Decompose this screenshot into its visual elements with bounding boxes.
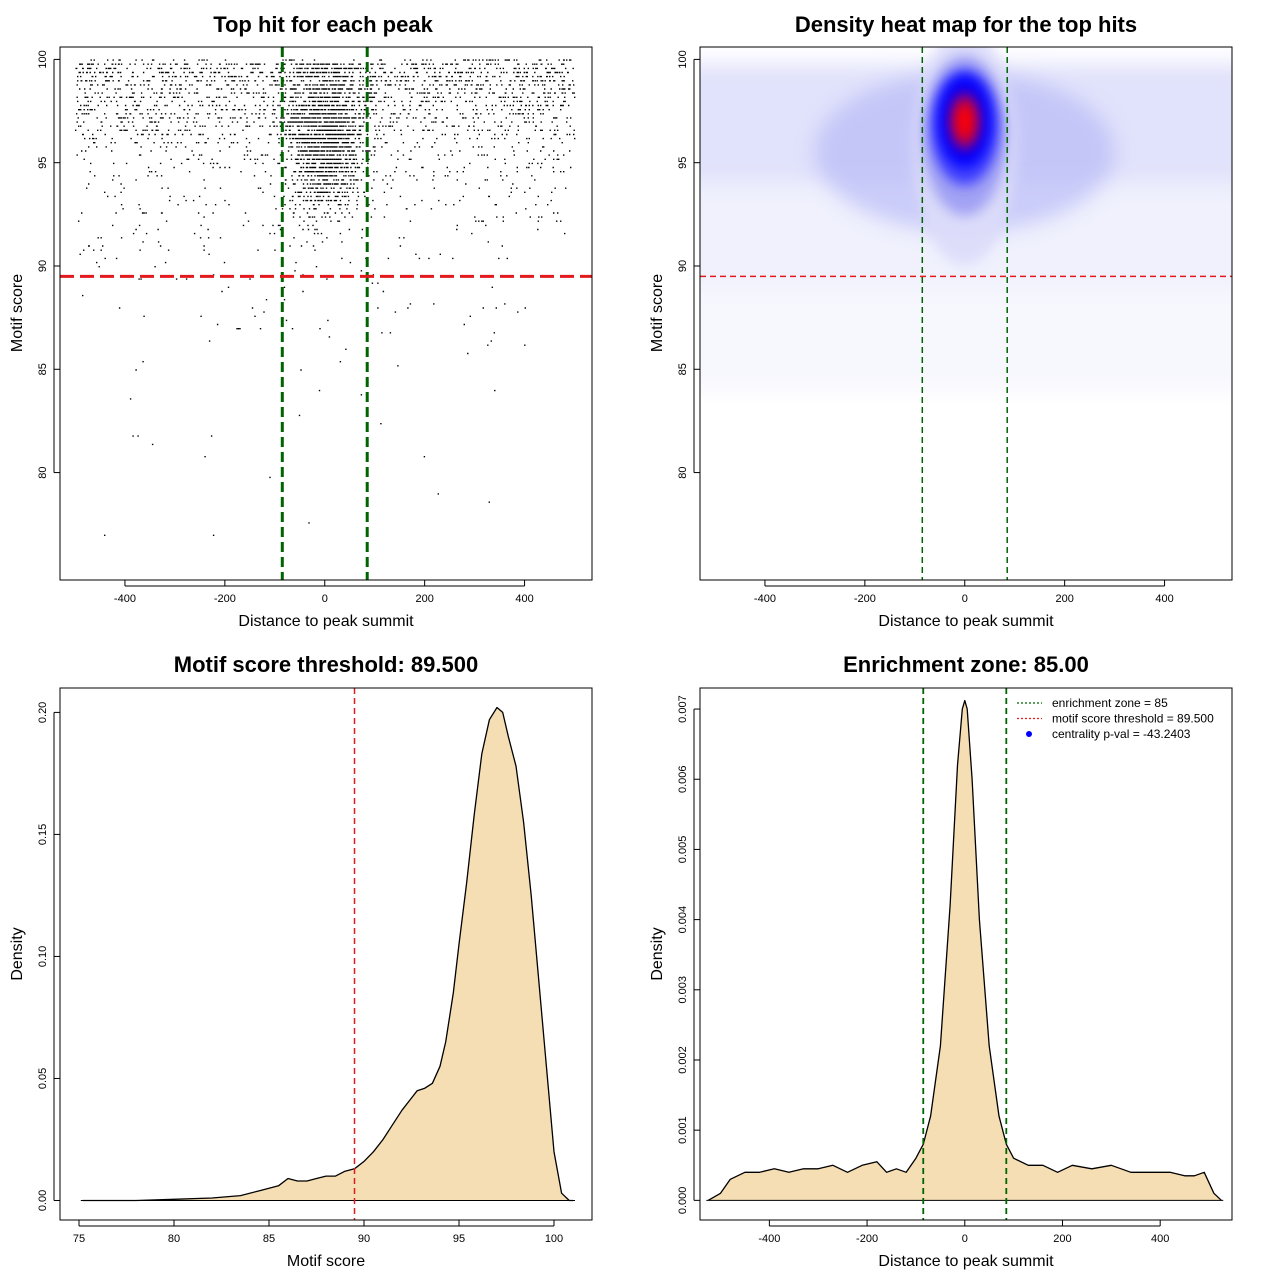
y-tick-label: 0.05	[37, 1068, 49, 1089]
y-tick-label: 0.001	[677, 1116, 689, 1144]
x-tick-label: 85	[263, 1233, 275, 1245]
legend-marker	[1026, 731, 1032, 737]
x-tick-label: -400	[114, 593, 136, 605]
plot-frame	[699, 687, 1233, 1221]
y-tick-label: 0.007	[677, 695, 689, 723]
y-tick-label: 0.000	[677, 1187, 689, 1215]
legend-item: enrichment zone = 85	[1017, 696, 1168, 710]
y-tick-label: 0.10	[37, 946, 49, 967]
x-tick-label: 80	[168, 1233, 180, 1245]
score-density-panel: Motif score threshold: 89.500 75 80 85 90 95…	[9, 652, 593, 1270]
y-axis: 0.000 0.001 0.002 0.003 0.004 0.005 0.006 0.007	[677, 695, 700, 1214]
y-axis-label: Motif score	[649, 274, 666, 352]
y-tick-label: 0.00	[37, 1190, 49, 1211]
y-tick-label: 80	[677, 466, 689, 478]
plot-frame	[699, 46, 1233, 581]
x-tick-label: 0	[962, 1233, 968, 1245]
chart-title: Density heat map for the top hits	[795, 12, 1137, 37]
legend-label: enrichment zone = 85	[1052, 696, 1168, 710]
y-tick-label: 0.004	[677, 906, 689, 934]
x-axis: -400 -200 0 200 400	[754, 580, 1174, 605]
y-tick-label: 90	[677, 260, 689, 272]
x-tick-label: 90	[358, 1233, 370, 1245]
y-tick-label: 100	[37, 50, 49, 68]
data-point	[75, 59, 576, 537]
scatter-panel: Top hit for each peak -400 -200 0 200 400 80…	[9, 12, 593, 630]
y-tick-label: 80	[37, 466, 49, 478]
chart-title: Enrichment zone: 85.00	[843, 652, 1089, 677]
density-fill	[708, 700, 1222, 1201]
density-curve	[82, 706, 573, 1202]
y-tick-label: 95	[37, 157, 49, 169]
heatmap-panel: Density heat map for the top hits -400 -2…	[649, 12, 1233, 630]
x-tick-label: 0	[962, 593, 968, 605]
distance-density-panel: Enrichment zone: 85.00 -400 -200 0 200 400 0…	[649, 652, 1233, 1270]
density-peak	[912, 47, 1017, 266]
x-axis-label: Motif score	[287, 1253, 365, 1270]
x-tick-label: 200	[415, 593, 433, 605]
density-curve	[707, 699, 1222, 1201]
legend-item: centrality p-val = -43.2403	[1026, 727, 1191, 741]
plot-frame	[59, 687, 593, 1221]
density-fill	[82, 707, 574, 1201]
density-contour	[954, 101, 975, 142]
legend-label: motif score threshold = 89.500	[1052, 712, 1214, 726]
y-axis: 0.00 0.05 0.10 0.15 0.20	[37, 702, 60, 1211]
y-tick-label: 90	[37, 260, 49, 272]
y-tick-label: 0.002	[677, 1046, 689, 1074]
x-tick-label: -200	[214, 593, 236, 605]
scatter-points	[75, 59, 576, 537]
y-tick-label: 85	[37, 363, 49, 375]
y-tick-label: 95	[677, 157, 689, 169]
x-axis: -400 -200 0 200 400	[114, 580, 534, 605]
x-tick-label: 100	[545, 1233, 563, 1245]
y-tick-label: 0.20	[37, 702, 49, 723]
x-tick-label: 200	[1055, 593, 1073, 605]
x-tick-label: -400	[758, 1233, 780, 1245]
legend-item: motif score threshold = 89.500	[1017, 712, 1214, 726]
x-tick-label: 400	[515, 593, 533, 605]
y-axis-label: Motif score	[9, 274, 26, 352]
y-axis: 80 85 90 95 100	[677, 50, 700, 479]
x-axis-label: Distance to peak summit	[238, 613, 414, 630]
legend-label: centrality p-val = -43.2403	[1052, 727, 1191, 741]
x-tick-label: -200	[856, 1233, 878, 1245]
y-tick-label: 0.006	[677, 765, 689, 793]
reference-lines	[700, 47, 1232, 580]
chart-title: Top hit for each peak	[213, 12, 433, 37]
x-tick-label: -400	[754, 593, 776, 605]
plot-frame	[59, 46, 593, 581]
x-axis: 75 80 85 90 95 100	[73, 1220, 563, 1245]
density-area	[706, 699, 1224, 1201]
x-tick-label: 200	[1053, 1233, 1071, 1245]
x-axis: -400 -200 0 200 400	[758, 1220, 1169, 1245]
chart-title: Motif score threshold: 89.500	[174, 652, 478, 677]
heatmap-area	[700, 47, 1232, 580]
reference-lines	[922, 688, 1008, 1220]
x-tick-label: 0	[322, 593, 328, 605]
reference-lines	[60, 47, 592, 580]
x-tick-label: 95	[453, 1233, 465, 1245]
y-tick-label: 85	[677, 363, 689, 375]
y-tick-label: 0.003	[677, 976, 689, 1004]
y-tick-label: 100	[677, 50, 689, 68]
x-axis-label: Distance to peak summit	[878, 613, 1054, 630]
y-axis: 80 85 90 95 100	[37, 50, 60, 479]
x-axis-label: Distance to peak summit	[878, 1253, 1054, 1270]
y-axis-label: Density	[649, 927, 666, 980]
x-tick-label: 400	[1155, 593, 1173, 605]
y-tick-label: 0.005	[677, 836, 689, 864]
legend: enrichment zone = 85 motif score threshol…	[1017, 696, 1214, 741]
density-area	[80, 706, 575, 1202]
y-axis-label: Density	[9, 927, 26, 980]
x-tick-label: 75	[73, 1233, 85, 1245]
x-tick-label: -200	[854, 593, 876, 605]
density-band	[700, 286, 1232, 390]
y-tick-label: 0.15	[37, 824, 49, 845]
x-tick-label: 400	[1151, 1233, 1169, 1245]
